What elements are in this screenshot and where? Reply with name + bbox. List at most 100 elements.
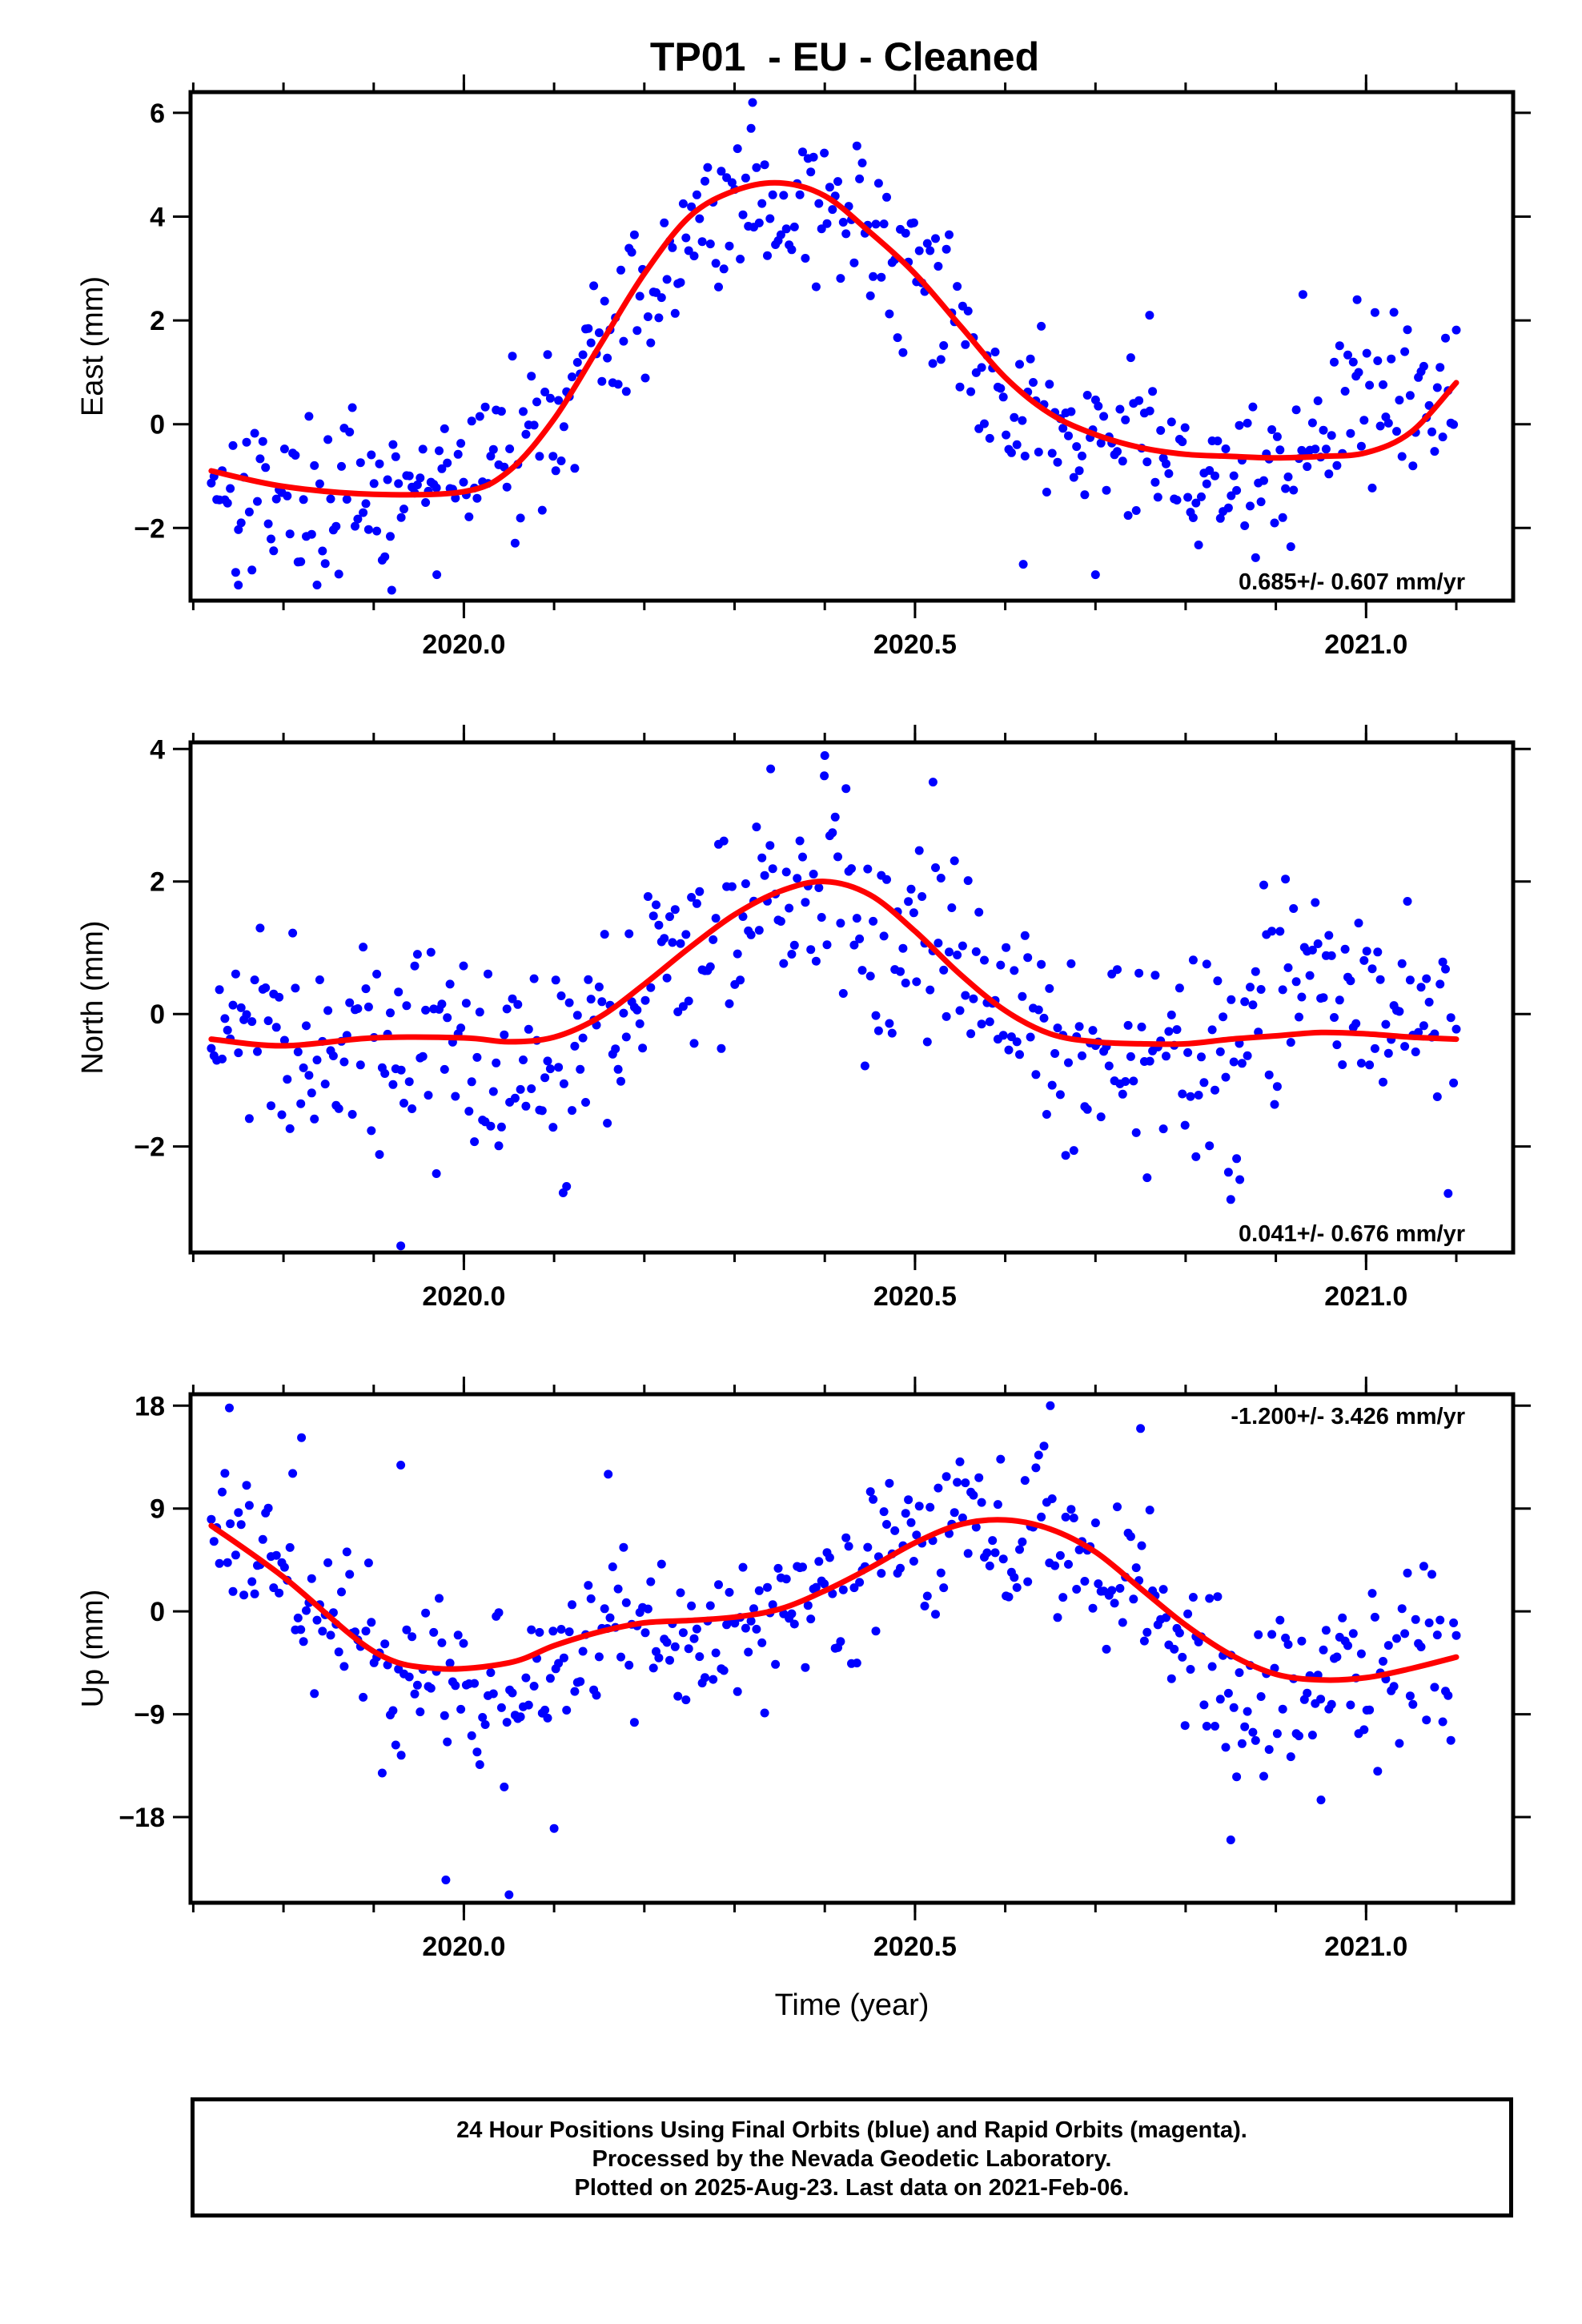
north-data-point <box>798 852 807 862</box>
up-data-point <box>1188 1593 1198 1602</box>
north-data-point <box>255 923 265 933</box>
north-data-point <box>947 903 957 912</box>
north-data-point <box>1411 1047 1420 1056</box>
up-data-point <box>307 1574 316 1583</box>
north-data-point <box>231 969 240 979</box>
up-data-point <box>746 1616 756 1626</box>
up-data-point <box>312 1615 322 1625</box>
up-data-point <box>676 1588 685 1598</box>
east-data-point <box>1359 416 1369 425</box>
up-data-point <box>1211 1722 1219 1731</box>
north-data-point <box>717 1043 726 1053</box>
east-data-point <box>684 246 693 255</box>
north-data-point <box>1416 983 1426 992</box>
east-data-point <box>1064 431 1073 440</box>
east-data-point <box>814 199 824 208</box>
north-data-point <box>931 863 940 872</box>
east-data-point <box>1010 412 1019 422</box>
east-data-point <box>1379 380 1387 389</box>
up-data-point <box>863 1542 873 1552</box>
up-data-point <box>771 1659 781 1669</box>
up-data-point <box>760 1708 769 1718</box>
north-data-point <box>285 1124 295 1133</box>
north-data-point <box>1223 1168 1233 1177</box>
north-data-point <box>654 920 664 930</box>
up-data-point <box>936 1568 946 1578</box>
north-data-point <box>253 1047 262 1056</box>
east-data-point <box>725 241 734 251</box>
up-data-point <box>1400 1629 1410 1638</box>
east-data-point <box>822 219 832 228</box>
up-data-point <box>600 1604 609 1614</box>
up-data-point <box>559 1653 568 1663</box>
north-data-point <box>898 943 908 953</box>
north-rate-label: 0.041+/- 0.676 mm/yr <box>1239 1221 1465 1247</box>
up-data-point <box>990 1548 1000 1558</box>
east-data-point <box>752 163 761 172</box>
up-data-point <box>1367 1589 1377 1598</box>
east-fit-line <box>208 179 1460 498</box>
east-data-point <box>738 210 748 219</box>
east-data-point <box>279 444 289 454</box>
east-data-point <box>1153 493 1162 502</box>
east-data-point <box>500 462 509 472</box>
east-data-point <box>852 141 861 151</box>
up-data-point <box>1438 1717 1447 1727</box>
north-data-point <box>1452 1024 1461 1034</box>
up-data-point <box>1408 1699 1418 1709</box>
east-data-point <box>733 144 742 154</box>
up-data-point <box>562 1706 572 1715</box>
east-data-point <box>817 224 826 234</box>
east-frame <box>188 90 1516 603</box>
up-data-point <box>1015 1545 1024 1554</box>
up-data-point <box>1137 1541 1146 1550</box>
north-data-point <box>475 1007 484 1017</box>
north-data-point <box>635 1019 644 1028</box>
up-data-point <box>334 1647 343 1657</box>
north-data-point <box>1438 957 1447 967</box>
east-data-point <box>1375 421 1385 431</box>
north-data-point <box>885 1019 894 1028</box>
east-data-point <box>1256 497 1266 507</box>
north-data-point <box>1435 979 1445 989</box>
up-data-point <box>1307 1731 1317 1740</box>
up-data-point <box>692 1624 701 1634</box>
up-outlier-point <box>1046 1401 1055 1410</box>
up-data-point <box>342 1547 351 1557</box>
east-data-point <box>1213 436 1223 446</box>
east-data-point <box>857 159 867 167</box>
north-data-point <box>1248 1000 1258 1010</box>
up-data-point <box>209 1537 219 1546</box>
east-data-point <box>1427 427 1436 436</box>
north-data-point <box>681 930 691 939</box>
north-data-point <box>1145 1056 1154 1066</box>
up-data-point <box>1424 1618 1434 1627</box>
east-data-point <box>877 272 886 282</box>
up-data-point <box>890 1526 900 1535</box>
up-data-point <box>1166 1674 1176 1683</box>
north-data-point <box>936 874 946 883</box>
east-data-point <box>849 258 859 267</box>
up-data-point <box>1080 1577 1090 1586</box>
east-data-point <box>334 569 343 579</box>
east-data-point <box>1215 513 1225 523</box>
north-data-point <box>600 930 609 939</box>
north-data-point <box>291 983 300 993</box>
east-data-point <box>453 449 463 459</box>
east-data-point <box>1102 485 1111 495</box>
east-data-point <box>1383 418 1393 428</box>
up-data-point <box>543 1713 552 1723</box>
north-data-point <box>1053 1023 1062 1033</box>
north-data-point <box>310 1114 319 1124</box>
north-data-point <box>548 1123 558 1132</box>
north-data-point <box>1004 1045 1014 1055</box>
up-data-point <box>388 1706 398 1715</box>
up-data-point <box>1047 1494 1057 1503</box>
east-data-point <box>765 214 775 223</box>
east-data-point <box>594 328 604 337</box>
east-data-point <box>879 219 889 229</box>
east-data-point <box>1069 472 1078 482</box>
east-data-point <box>760 160 769 170</box>
north-data-point <box>1066 959 1076 968</box>
north-data-point <box>1045 983 1054 993</box>
